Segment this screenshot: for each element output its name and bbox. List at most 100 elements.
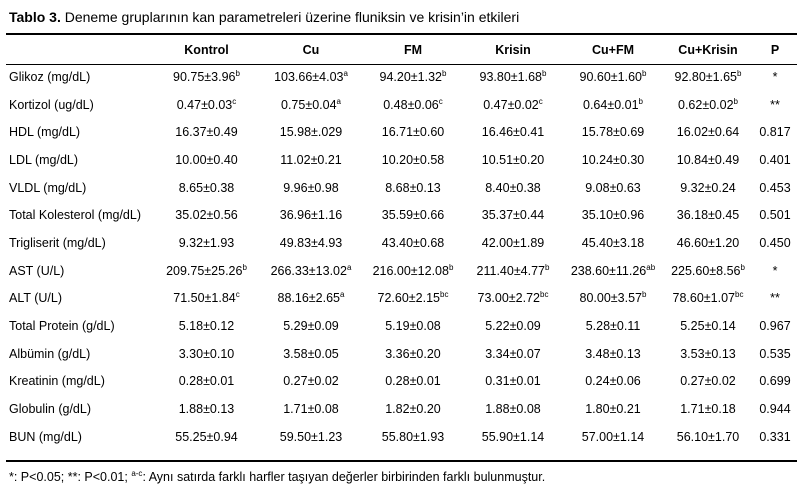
mean-sd-value: 73.00±2.72 [477, 291, 541, 306]
parameter-name: Total Kolesterol (mg/dL) [9, 208, 142, 223]
value-cell: 211.40±4.77b [463, 257, 563, 285]
value-cell: 16.71±0.60 [363, 118, 463, 146]
significance-letter: b [737, 68, 742, 78]
p-value: 0.501 [759, 208, 791, 223]
value-cell: 9.32±0.24 [663, 174, 753, 202]
mean-sd-value: 266.33±13.02 [270, 263, 347, 278]
mean-sd-value: 1.71±0.08 [283, 402, 339, 417]
value-cell: 10.00±0.40 [154, 146, 259, 174]
value-cell: 11.02±0.21 [259, 146, 363, 174]
table-row: Globulin (g/dL) 1.88±0.13 1.71±0.08 1.82±0.… [6, 395, 797, 423]
mean-sd-value: 1.88±0.13 [178, 402, 235, 417]
significance-letter: a [336, 96, 341, 106]
mean-sd-value: 11.02±0.21 [280, 152, 342, 167]
value-cell: 35.10±0.96 [563, 201, 663, 229]
mean-sd-value: 1.80±0.21 [585, 402, 641, 417]
value-cell: 0.75±0.04a [259, 91, 363, 119]
footnote-text-1: *: P<0.05; **: P<0.01; [9, 470, 132, 484]
mean-sd-value: 35.59±0.66 [381, 208, 445, 223]
blood-parameters-table: Kontrol Cu FM Krisin Cu+FM Cu+Krisin P Glikoz … [6, 36, 797, 451]
significance-letter: c [232, 96, 237, 106]
parameter-name: VLDL (mg/dL) [9, 180, 87, 195]
mean-sd-value: 238.60±11.26 [570, 263, 647, 278]
mean-sd-value: 0.64±0.01 [583, 97, 639, 112]
value-cell: 0.47±0.02c [463, 91, 563, 119]
mean-sd-value: 92.80±1.65 [674, 69, 738, 84]
mean-sd-value: 43.40±0.68 [381, 235, 445, 250]
value-cell: 9.08±0.63 [563, 174, 663, 202]
mean-sd-value: 55.90±1.14 [481, 429, 545, 444]
value-cell: 5.25±0.14 [663, 312, 753, 340]
mean-sd-value: 46.60±1.20 [676, 235, 740, 250]
significance-letter: b [642, 290, 647, 300]
mean-sd-value: 3.36±0.20 [385, 346, 441, 361]
value-cell: 5.22±0.09 [463, 312, 563, 340]
column-header: FM [403, 42, 423, 57]
mean-sd-value: 55.25±0.94 [175, 429, 238, 444]
mean-sd-value: 80.00±3.57 [579, 291, 643, 306]
mean-sd-value: 35.10±0.96 [581, 208, 645, 223]
p-value: 0.535 [759, 346, 791, 361]
value-cell: 1.82±0.20 [363, 395, 463, 423]
mean-sd-value: 8.65±0.38 [178, 180, 235, 195]
mean-sd-value: 16.71±0.60 [381, 125, 445, 140]
mean-sd-value: 0.47±0.03 [176, 97, 233, 112]
value-cell: 15.78±0.69 [563, 118, 663, 146]
value-cell: 88.16±2.65a [259, 285, 363, 313]
column-header: Cu [302, 42, 320, 57]
mean-sd-value: 15.78±0.69 [581, 125, 645, 140]
parameter-name: AST (U/L) [9, 263, 65, 278]
value-cell: 0.31±0.01 [463, 368, 563, 396]
mean-sd-value: 90.60±1.60 [579, 69, 643, 84]
significance-letter: b [448, 262, 454, 272]
parameter-name: ALT (U/L) [9, 291, 63, 306]
significance-letter: a [343, 68, 348, 78]
mean-sd-value: 0.28±0.01 [178, 374, 235, 389]
column-header: P [770, 42, 780, 57]
value-cell: 1.80±0.21 [563, 395, 663, 423]
p-value: ** [770, 97, 780, 112]
significance-letter: b [242, 262, 247, 272]
value-cell: 3.58±0.05 [259, 340, 363, 368]
value-cell: 94.20±1.32b [363, 63, 463, 91]
mean-sd-value: 8.40±0.38 [485, 180, 541, 195]
value-cell: 59.50±1.23 [259, 423, 363, 451]
value-cell: 0.28±0.01 [154, 368, 259, 396]
column-header [6, 36, 154, 63]
mean-sd-value: 90.75±3.96 [173, 69, 236, 84]
mean-sd-value: 3.48±0.13 [585, 346, 641, 361]
mean-sd-value: 55.80±1.93 [381, 429, 445, 444]
significance-letter: b [235, 68, 240, 78]
table-caption-label: Tablo 3. [9, 9, 61, 25]
mean-sd-value: 225.60±8.56 [671, 263, 741, 278]
mean-sd-value: 1.82±0.20 [385, 402, 441, 417]
mean-sd-value: 216.00±12.08 [372, 263, 449, 278]
value-cell: 55.80±1.93 [363, 423, 463, 451]
value-cell: 209.75±25.26b [154, 257, 259, 285]
value-cell: 0.64±0.01b [563, 91, 663, 119]
p-value: * [772, 263, 778, 278]
value-cell: 5.28±0.11 [563, 312, 663, 340]
significance-letter: c [438, 96, 443, 106]
parameter-name: BUN (mg/dL) [9, 429, 82, 444]
table-row: HDL (mg/dL) 16.37±0.49 15.98±.029 16.71±0.6… [6, 118, 797, 146]
significance-letter: a [346, 262, 352, 272]
value-cell: 36.18±0.45 [663, 201, 753, 229]
mean-sd-value: 0.75±0.04 [281, 97, 337, 112]
mean-sd-value: 10.51±0.20 [481, 152, 545, 167]
value-cell: 225.60±8.56b [663, 257, 753, 285]
p-value: 0.331 [759, 429, 791, 444]
value-cell: 16.46±0.41 [463, 118, 563, 146]
column-header: Kontrol [184, 42, 229, 57]
table-caption-text: Deneme gruplarının kan parametreleri üze… [64, 9, 520, 25]
significance-letter: b [733, 96, 738, 106]
mean-sd-value: 0.27±0.02 [680, 374, 736, 389]
value-cell: 93.80±1.68b [463, 63, 563, 91]
column-header: Krisin [495, 42, 531, 57]
value-cell: 9.96±0.98 [259, 174, 363, 202]
value-cell: 10.51±0.20 [463, 146, 563, 174]
value-cell: 3.53±0.13 [663, 340, 753, 368]
mean-sd-value: 0.28±0.01 [385, 374, 441, 389]
value-cell: 1.88±0.08 [463, 395, 563, 423]
table-row: Total Protein (g/dL) 5.18±0.12 5.29±0.09 5.… [6, 312, 797, 340]
